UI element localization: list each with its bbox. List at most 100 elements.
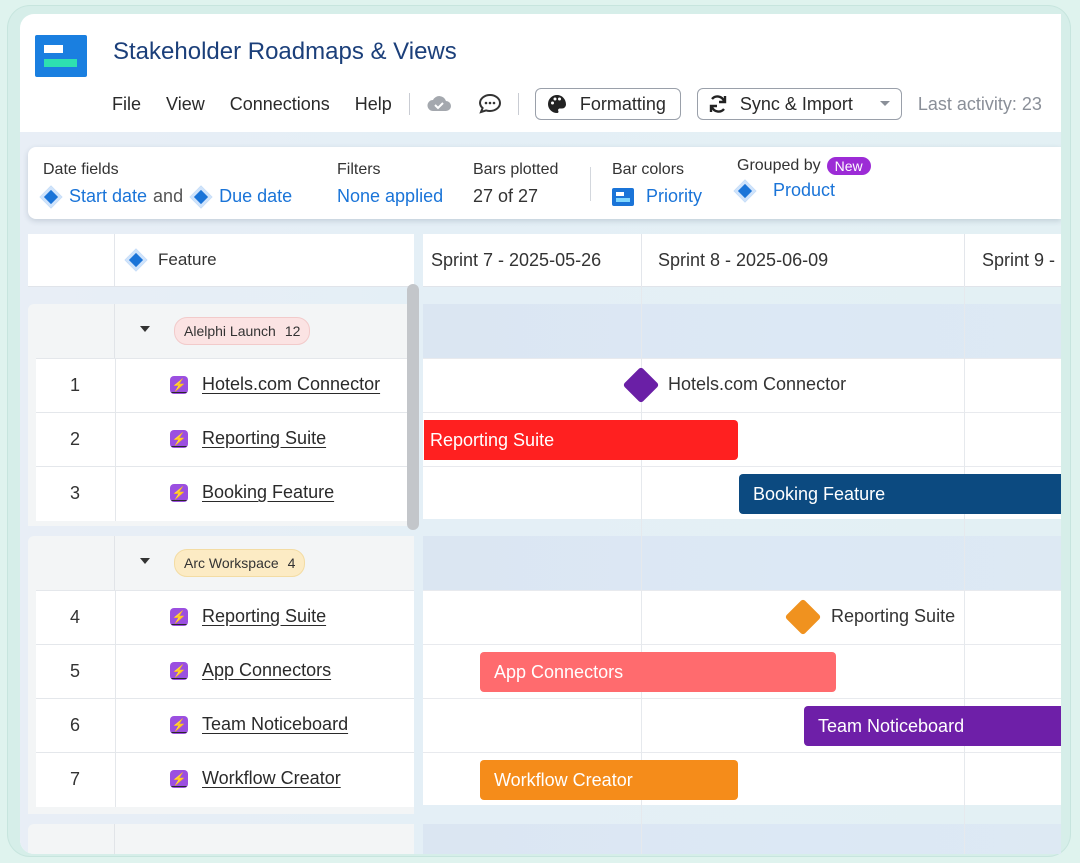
row-number: 7 [69,769,80,789]
table-row[interactable]: 6 ⚡ Team Noticeboard [36,698,414,753]
app-logo [35,35,87,77]
table-row[interactable]: 1 ⚡ Hotels.com Connector [36,358,414,413]
feature-link[interactable]: ⚡ Hotels.com Connector [170,374,381,394]
chevron-down-icon [879,100,891,108]
feature-column-header[interactable]: Feature [124,248,217,272]
group-name: Arc Workspace [184,555,279,571]
divider [590,167,591,201]
grouped-by-label: Grouped by [737,157,821,174]
row-number: 6 [69,715,80,735]
start-date-link[interactable]: Start date [69,186,148,206]
grouped-by-link[interactable]: Product [773,180,836,200]
bars-plotted-value: 27 of 27 [473,186,539,206]
group-alelphi-launch: Alelphi Launch 12 1 ⚡ Hotels.com Connecto… [28,304,414,526]
roadmap-bar[interactable]: Reporting Suite [424,420,738,460]
cloud-icon[interactable] [426,95,452,113]
bolt-icon: ⚡ [170,483,188,502]
timeline-group-band [423,824,1061,854]
table-row[interactable]: 3 ⚡ Booking Feature [36,466,414,521]
group-collapsed-partial [28,824,414,854]
group-pill: Alelphi Launch 12 [174,317,311,345]
row-number: 2 [69,429,80,449]
group-pill: Arc Workspace 4 [174,549,306,577]
date-field-icon [39,185,63,208]
roadmap-bar[interactable]: Team Noticeboard [804,706,1061,746]
date-fields-group: Date fields Start date and Due date [39,161,293,208]
divider [408,93,410,115]
page-title: Stakeholder Roadmaps & Views [113,38,457,65]
filters-label: Filters [337,161,381,178]
feature-header-label: Feature [158,250,217,269]
filters-link[interactable]: None applied [337,186,444,206]
group-count: 4 [287,555,296,571]
row-number: 3 [69,483,80,503]
table-row[interactable]: 4 ⚡ Reporting Suite [36,590,414,645]
last-activity: Last activity: 23 [917,93,1042,114]
product-field-icon [733,179,757,202]
bar-colors-label: Bar colors [612,161,685,178]
feature-link[interactable]: ⚡ Booking Feature [170,482,335,502]
bolt-icon: ⚡ [170,715,188,734]
formatting-label: Formatting [579,93,666,114]
formatting-button[interactable]: Formatting [534,88,681,120]
date-fields-label: Date fields [43,161,119,178]
column-header: Feature [28,234,414,287]
row-number: 4 [69,607,80,627]
feature-link[interactable]: ⚡ Workflow Creator [170,768,341,788]
and-text: and [153,186,184,206]
bar-colors-link[interactable]: Priority [646,186,703,206]
grouped-by-group: Grouped by New Product [733,157,871,202]
sync-label: Sync & Import [739,93,853,114]
feature-field-icon [124,248,148,272]
collapse-caret-icon[interactable] [140,326,150,332]
milestone-label: Reporting Suite [831,606,956,626]
milestone-label: Hotels.com Connector [668,374,847,394]
timeline-header: Sprint 7 - 2025-05-26 Sprint 8 - 2025-06… [423,234,1061,287]
menu-connections[interactable]: Connections [229,93,330,114]
row-number: 1 [69,375,80,395]
sprint-header: Sprint 9 - [982,250,1056,270]
timeline-group-band [423,536,1061,590]
palette-icon [546,93,568,115]
due-date-link[interactable]: Due date [219,186,293,206]
feature-link[interactable]: ⚡ App Connectors [170,660,332,680]
roadmap-bar[interactable]: Workflow Creator [480,760,738,800]
roadmap-bar[interactable]: App Connectors [480,652,836,692]
roadmap-bar[interactable]: Booking Feature [739,474,1061,514]
feature-link[interactable]: ⚡ Reporting Suite [170,428,327,448]
view-settings-panel: Date fields Start date and Due date Filt… [28,147,1061,219]
bolt-icon: ⚡ [170,661,188,680]
menu-file[interactable]: File [112,93,142,114]
timeline-group-band [423,304,1061,358]
group-count: 12 [284,323,301,339]
sprint-header: Sprint 8 - 2025-06-09 [658,250,829,270]
table-row[interactable]: 2 ⚡ Reporting Suite [36,412,414,467]
menu-help[interactable]: Help [354,93,392,114]
bar-colors-group: Bar colors Priority [612,161,702,207]
bolt-icon: ⚡ [170,429,188,448]
comment-icon[interactable] [478,93,502,115]
timeline-row [423,358,1061,413]
table-row[interactable]: 7 ⚡ Workflow Creator [36,752,414,807]
priority-icon [612,187,634,206]
date-field-icon [189,185,213,208]
new-badge: New [826,157,871,175]
row-number: 5 [69,661,80,681]
feature-link[interactable]: ⚡ Team Noticeboard [170,714,349,734]
bars-plotted-group: Bars plotted 27 of 27 [473,161,558,207]
sprint-header: Sprint 7 - 2025-05-26 [431,250,602,270]
bolt-icon: ⚡ [170,375,188,394]
collapse-caret-icon[interactable] [140,558,150,564]
bolt-icon: ⚡ [170,769,188,788]
vertical-scrollbar[interactable] [407,284,419,530]
group-header: Alelphi Launch 12 [28,304,414,358]
roadmap-grid: Feature Sprint 7 - 2025-05-26 Sprint 8 -… [28,234,1061,854]
group-name: Alelphi Launch [184,323,276,339]
filters-group: Filters None applied [337,161,443,207]
feature-link[interactable]: ⚡ Reporting Suite [170,606,327,626]
sync-icon [708,94,728,114]
table-row[interactable]: 5 ⚡ App Connectors [36,644,414,699]
sync-import-button[interactable]: Sync & Import [696,88,902,120]
group-arc-workspace: Arc Workspace 4 4 ⚡ Reporting Suite 5 ⚡ Ap… [28,536,414,814]
menu-view[interactable]: View [166,93,205,114]
